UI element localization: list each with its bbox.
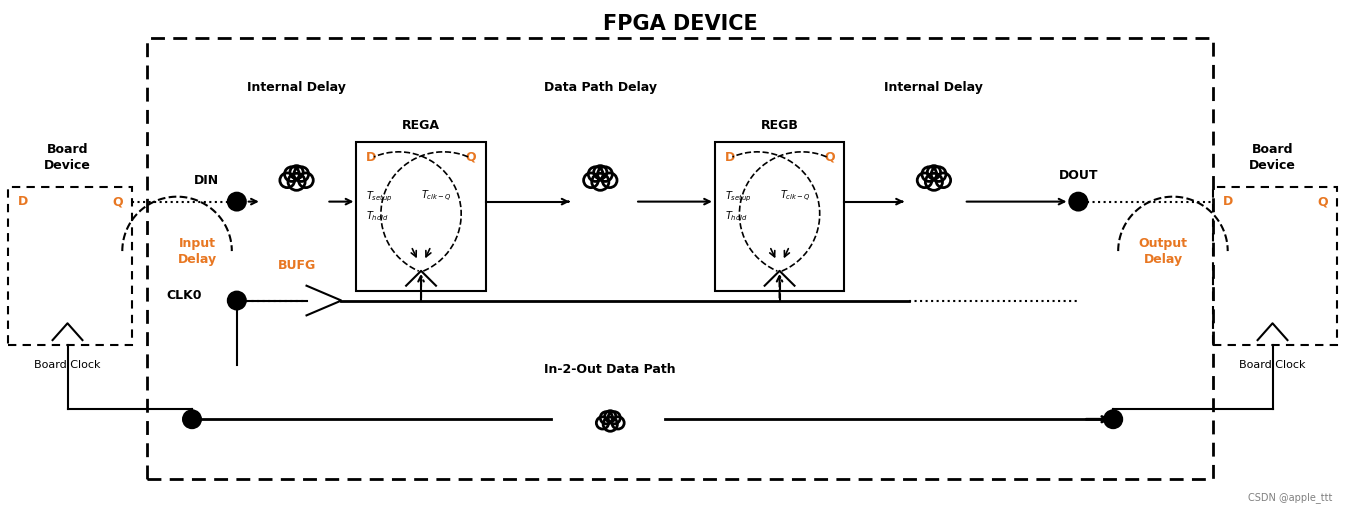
Text: BUFG: BUFG	[278, 260, 316, 272]
Text: Board
Device: Board Device	[1249, 143, 1296, 172]
Text: FPGA DEVICE: FPGA DEVICE	[602, 13, 757, 34]
Circle shape	[594, 166, 608, 179]
Circle shape	[279, 173, 294, 188]
Text: DIN: DIN	[194, 174, 220, 187]
Text: $T_{clk-Q}$: $T_{clk-Q}$	[779, 189, 810, 204]
Circle shape	[612, 417, 624, 429]
Circle shape	[591, 173, 609, 190]
Circle shape	[927, 166, 941, 179]
Circle shape	[589, 167, 603, 182]
Text: CSDN @apple_ttt: CSDN @apple_ttt	[1247, 492, 1332, 503]
Text: Q: Q	[466, 151, 477, 164]
Text: Data Path Delay: Data Path Delay	[544, 82, 657, 94]
Circle shape	[603, 417, 617, 431]
Text: $T_{hold}$: $T_{hold}$	[366, 209, 389, 223]
Circle shape	[597, 417, 609, 429]
Text: Q: Q	[112, 195, 123, 208]
Text: REGA: REGA	[402, 119, 440, 133]
Text: REGB: REGB	[760, 119, 798, 133]
Text: Internal Delay: Internal Delay	[247, 82, 346, 94]
Circle shape	[583, 173, 598, 188]
Circle shape	[602, 173, 617, 188]
Text: Q: Q	[824, 151, 834, 164]
Text: D: D	[725, 151, 734, 164]
Circle shape	[931, 167, 946, 182]
Circle shape	[925, 173, 942, 190]
Circle shape	[298, 173, 313, 188]
Text: $T_{setup}$: $T_{setup}$	[725, 189, 752, 204]
Circle shape	[1069, 192, 1087, 211]
Text: DOUT: DOUT	[1058, 169, 1098, 182]
Text: Board Clock: Board Clock	[34, 360, 101, 370]
Circle shape	[228, 292, 246, 310]
Circle shape	[184, 410, 201, 428]
Text: $T_{hold}$: $T_{hold}$	[725, 209, 748, 223]
Text: CLK0: CLK0	[166, 289, 202, 302]
Text: D: D	[366, 151, 377, 164]
Text: $T_{setup}$: $T_{setup}$	[366, 189, 393, 204]
Circle shape	[288, 173, 305, 190]
Circle shape	[598, 167, 613, 182]
Circle shape	[936, 173, 950, 188]
Circle shape	[1104, 410, 1122, 428]
Text: Output
Delay: Output Delay	[1138, 236, 1188, 266]
Text: Internal Delay: Internal Delay	[884, 82, 983, 94]
Text: D: D	[1223, 195, 1233, 208]
Text: In-2-Out Data Path: In-2-Out Data Path	[544, 363, 676, 376]
Circle shape	[285, 167, 300, 182]
Circle shape	[601, 412, 613, 424]
Text: Input
Delay: Input Delay	[177, 236, 216, 266]
Circle shape	[608, 412, 620, 424]
Text: Board
Device: Board Device	[45, 143, 90, 172]
Text: Board Clock: Board Clock	[1239, 360, 1305, 370]
Circle shape	[917, 173, 932, 188]
Text: Q: Q	[1318, 195, 1327, 208]
Circle shape	[290, 166, 304, 179]
Circle shape	[294, 167, 309, 182]
Circle shape	[228, 192, 246, 211]
Text: D: D	[18, 195, 28, 208]
Circle shape	[922, 167, 937, 182]
Circle shape	[605, 411, 616, 422]
Text: $T_{clk-Q}$: $T_{clk-Q}$	[421, 189, 452, 204]
